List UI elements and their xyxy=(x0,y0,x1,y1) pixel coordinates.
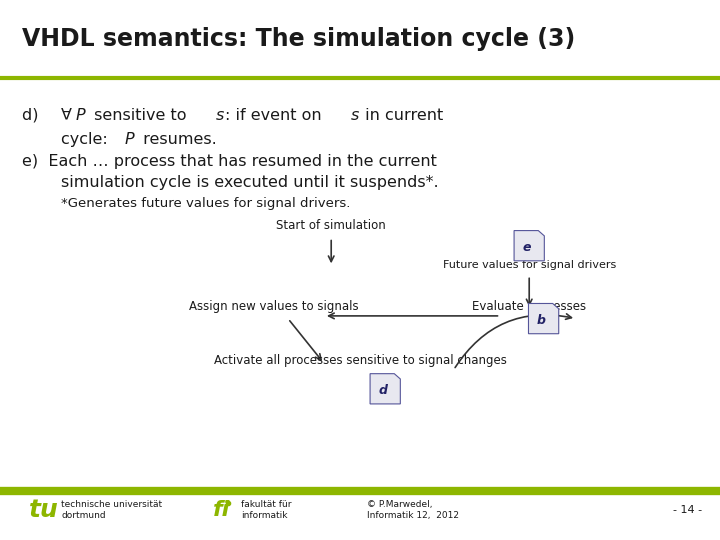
Text: in current: in current xyxy=(360,108,444,123)
Text: technische universität: technische universität xyxy=(61,501,162,509)
Text: fi: fi xyxy=(212,500,230,521)
Text: : if event on: : if event on xyxy=(225,108,327,123)
Text: b: b xyxy=(537,314,546,327)
Text: - 14 -: - 14 - xyxy=(673,505,702,515)
Text: e)  Each … process that has resumed in the current: e) Each … process that has resumed in th… xyxy=(22,154,436,169)
Text: d: d xyxy=(379,384,387,397)
Text: Future values for signal drivers: Future values for signal drivers xyxy=(443,260,616,270)
Text: simulation cycle is executed until it suspends*.: simulation cycle is executed until it su… xyxy=(61,176,438,191)
Text: tu: tu xyxy=(29,498,58,522)
Polygon shape xyxy=(514,231,544,261)
Text: cycle:: cycle: xyxy=(61,132,113,147)
Text: sensitive to: sensitive to xyxy=(89,108,192,123)
Text: informatik: informatik xyxy=(241,511,288,520)
Text: P: P xyxy=(76,108,85,123)
Text: Informatik 12,  2012: Informatik 12, 2012 xyxy=(367,511,459,520)
Text: dortmund: dortmund xyxy=(61,511,106,520)
Text: Assign new values to signals: Assign new values to signals xyxy=(189,300,359,313)
Text: ∀: ∀ xyxy=(61,108,77,123)
Polygon shape xyxy=(528,303,559,334)
Text: *Generates future values for signal drivers.: *Generates future values for signal driv… xyxy=(61,197,351,210)
Text: e: e xyxy=(523,241,531,254)
Text: © P.Marwedel,: © P.Marwedel, xyxy=(367,501,433,509)
Text: d): d) xyxy=(22,108,48,123)
Text: VHDL semantics: The simulation cycle (3): VHDL semantics: The simulation cycle (3) xyxy=(22,27,575,51)
Text: Activate all processes sensitive to signal changes: Activate all processes sensitive to sign… xyxy=(214,354,506,367)
Text: s: s xyxy=(351,108,359,123)
Text: fakultät für: fakultät für xyxy=(241,501,292,509)
Polygon shape xyxy=(370,374,400,404)
Text: Evaluate processes: Evaluate processes xyxy=(472,300,586,313)
Text: s: s xyxy=(216,108,225,123)
Text: resumes.: resumes. xyxy=(138,132,216,147)
Text: P: P xyxy=(125,132,134,147)
Text: Start of simulation: Start of simulation xyxy=(276,219,386,232)
